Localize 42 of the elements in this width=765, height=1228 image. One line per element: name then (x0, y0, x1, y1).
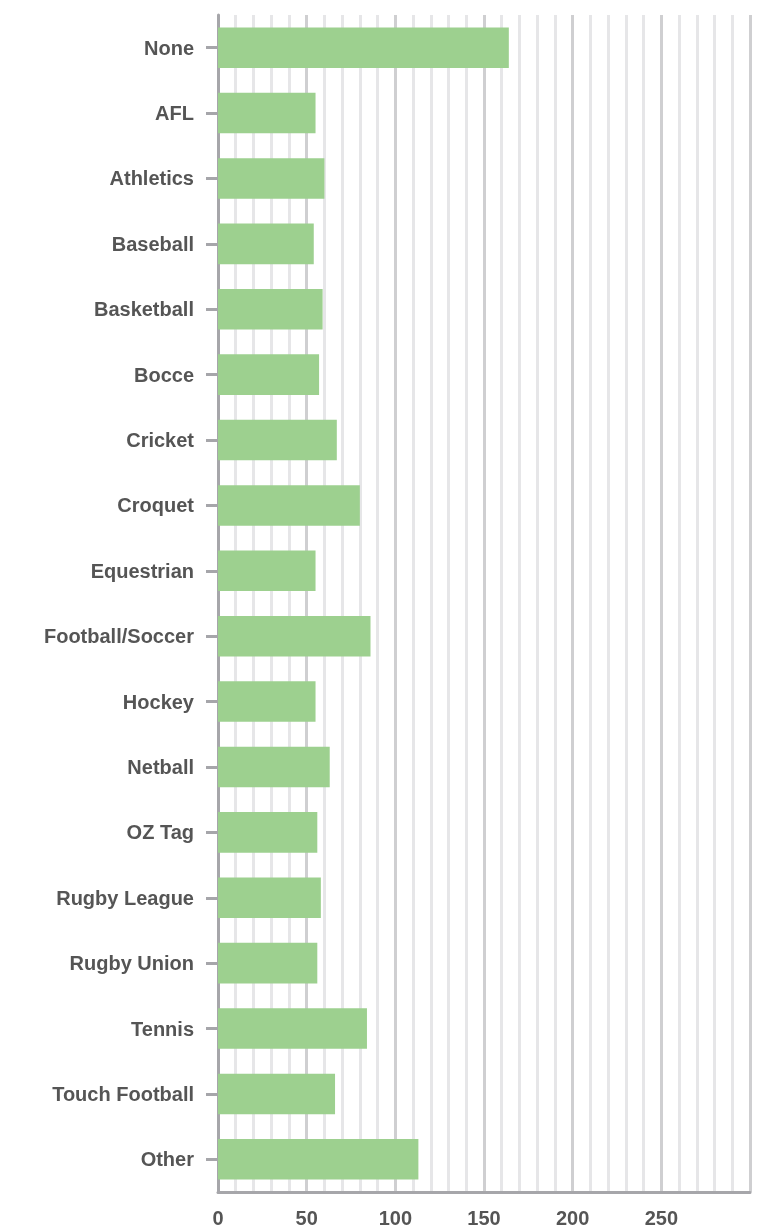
x-tick-label: 150 (467, 1207, 501, 1228)
y-tick-label: Basketball (93, 298, 194, 321)
y-tick-label: Equestrian (90, 559, 194, 582)
y-tick-label: Croquet (117, 494, 195, 517)
bar (218, 485, 360, 526)
y-tick-label: Rugby League (56, 886, 194, 909)
y-tick-label: Touch Football (52, 1082, 194, 1105)
x-tick-label: 100 (378, 1207, 413, 1228)
bar (218, 288, 323, 330)
y-tick-label: None (144, 36, 194, 59)
bar (218, 877, 321, 919)
bar (218, 27, 509, 68)
bar (218, 746, 330, 788)
y-tick-label: Other (140, 1148, 195, 1171)
bar (218, 223, 314, 265)
y-tick-label: Netball (127, 755, 194, 778)
bar (218, 1073, 336, 1115)
y-tick-label: Rugby Union (69, 952, 194, 975)
y-tick-label: Athletics (109, 167, 194, 190)
x-tick-label: 250 (644, 1207, 679, 1228)
bar (218, 942, 318, 984)
bar (218, 550, 316, 592)
bar (218, 681, 316, 722)
bar (218, 1139, 419, 1180)
bar (218, 158, 325, 199)
bar (218, 1008, 367, 1049)
y-tick-label: OZ Tag (126, 821, 194, 844)
y-tick-label: Hockey (122, 690, 195, 713)
x-tick-label: 200 (555, 1207, 590, 1228)
y-tick-label: Bocce (133, 363, 194, 386)
bar (218, 354, 320, 395)
bar (218, 615, 371, 657)
bar (218, 92, 316, 134)
bar (218, 812, 318, 853)
y-tick-label: Football/Soccer (43, 625, 195, 648)
y-tick-label: AFL (155, 102, 194, 125)
y-tick-label: Cricket (126, 429, 195, 452)
x-tick-label: 50 (295, 1207, 318, 1228)
y-tick-label: Baseball (111, 232, 194, 255)
y-tick-label: Tennis (131, 1017, 194, 1040)
bar (218, 419, 337, 461)
x-tick-label: 0 (212, 1207, 224, 1228)
